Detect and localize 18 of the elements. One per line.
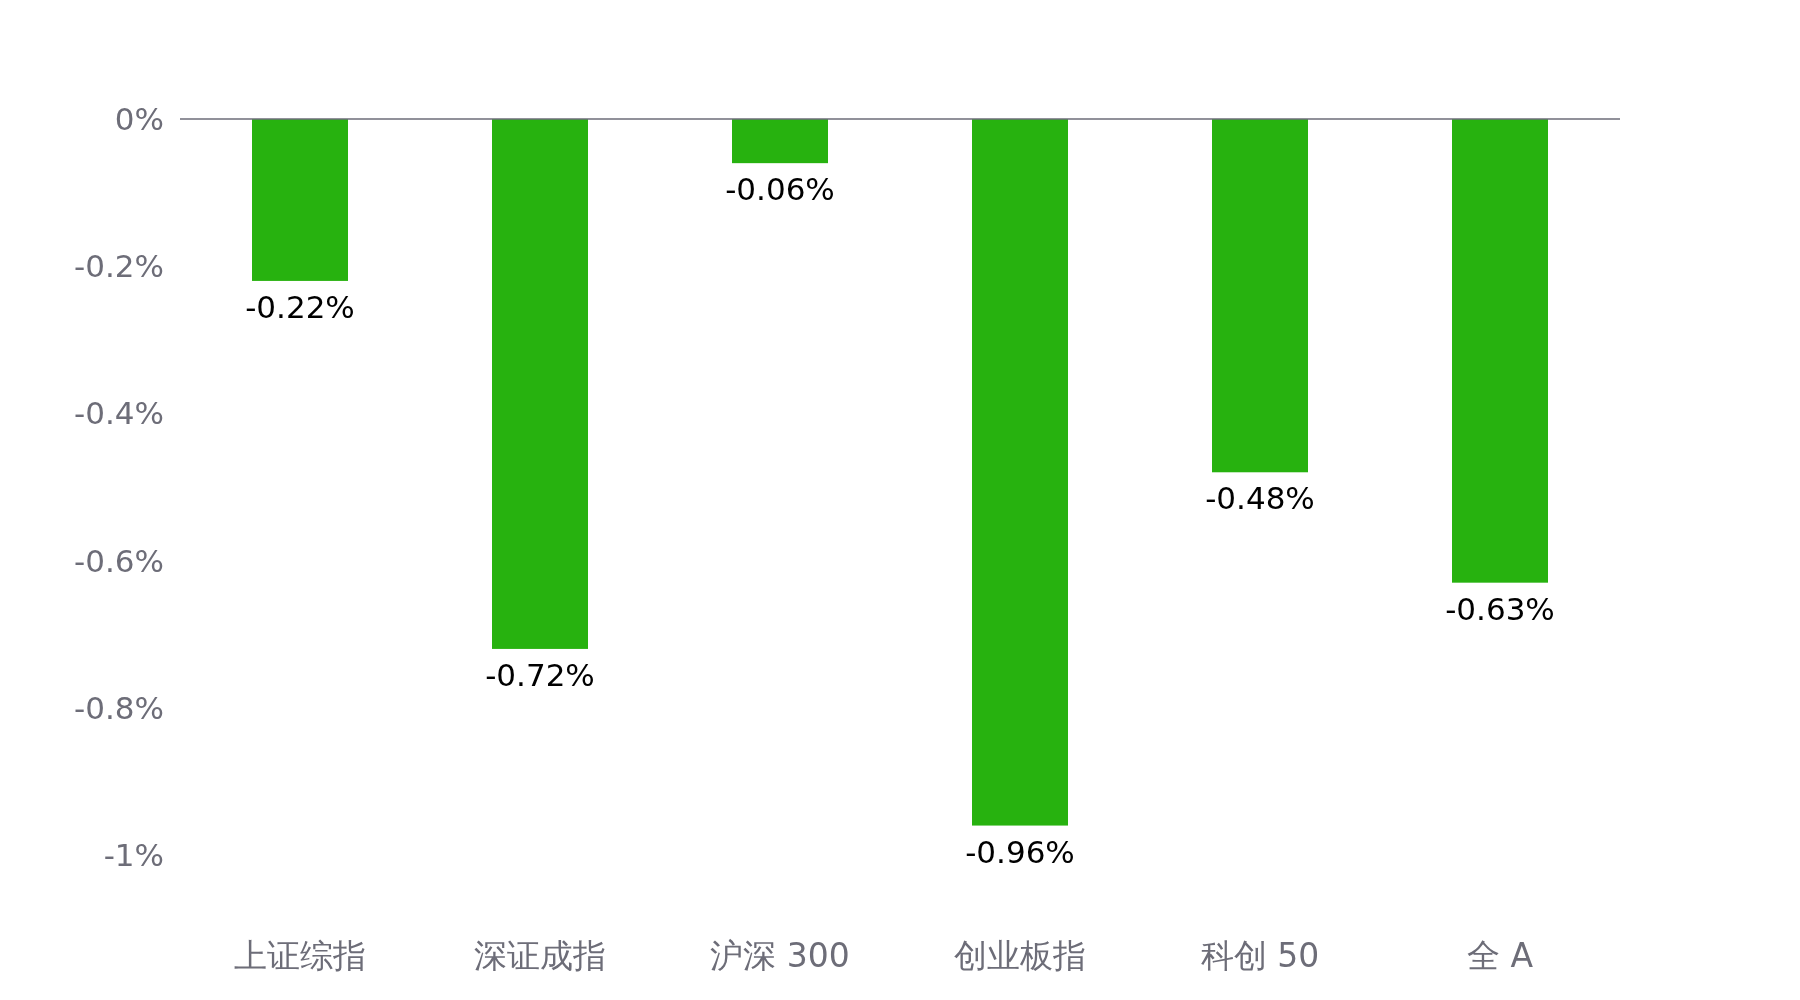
- x-tick-label: 全 A: [1466, 935, 1534, 975]
- y-tick-label: -0.4%: [74, 395, 164, 432]
- data-label: -0.22%: [245, 288, 355, 325]
- data-label: -0.72%: [485, 656, 595, 693]
- data-label: -0.48%: [1205, 480, 1315, 517]
- data-label: -0.96%: [965, 833, 1075, 870]
- y-tick-label: -0.2%: [74, 248, 164, 285]
- y-tick-label: -1%: [103, 837, 164, 873]
- data-label: -0.06%: [725, 171, 835, 208]
- y-tick-label: 0%: [114, 101, 164, 137]
- y-tick-label: -0.8%: [74, 689, 164, 726]
- x-tick-label: 科创 50: [1200, 935, 1320, 975]
- x-tick-label: 深证成指: [474, 935, 606, 975]
- y-tick-label: -0.6%: [74, 542, 164, 579]
- x-tick-label: 上证综指: [234, 935, 366, 975]
- data-label: -0.63%: [1445, 590, 1555, 627]
- x-tick-label: 创业板指: [954, 935, 1086, 975]
- x-tick-label: 沪深 300: [710, 935, 850, 975]
